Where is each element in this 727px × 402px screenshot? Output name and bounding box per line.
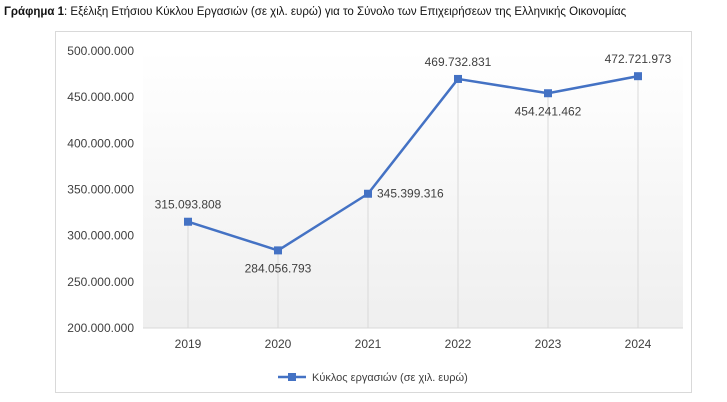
data-point-marker <box>274 246 282 255</box>
data-label: 284.056.793 <box>245 261 312 275</box>
y-axis-ticks: 200.000.000 250.000.000 300.000.000 350.000… <box>67 44 134 335</box>
series-group <box>184 72 642 255</box>
caption-text: : Εξέλιξη Ετήσιου Κύκλου Εργασιών (σε χι… <box>64 6 627 18</box>
data-label: 345.399.316 <box>377 187 444 201</box>
chart-caption: Γράφημα 1: Εξέλιξη Ετήσιου Κύκλου Εργασι… <box>4 6 727 18</box>
data-label: 454.241.462 <box>515 104 582 118</box>
data-labels: 315.093.808 284.056.793 345.399.316 469.732… <box>155 52 672 275</box>
x-tick-label: 2024 <box>625 337 652 351</box>
x-tick-label: 2020 <box>265 337 292 351</box>
y-tick-label: 300.000.000 <box>67 229 134 243</box>
legend-label: Κύκλος εργασιών (σε χιλ. ευρώ) <box>312 372 468 384</box>
data-label: 469.732.831 <box>425 55 492 69</box>
series-line <box>187 74 639 252</box>
data-point-marker <box>634 72 642 81</box>
y-tick-label: 400.000.000 <box>67 136 134 150</box>
y-tick-label: 200.000.000 <box>67 321 134 335</box>
plot-area <box>143 50 683 328</box>
data-point-marker <box>364 189 372 198</box>
x-axis-ticks: 2019 2020 2021 2022 2023 2024 <box>175 337 652 351</box>
data-point-marker <box>454 74 462 83</box>
data-label: 315.093.808 <box>155 198 222 212</box>
y-tick-label: 450.000.000 <box>67 90 134 104</box>
x-tick-label: 2022 <box>445 337 472 351</box>
y-tick-label: 350.000.000 <box>67 183 134 197</box>
data-point-marker <box>544 89 552 98</box>
y-tick-label: 250.000.000 <box>67 275 134 289</box>
data-label: 472.721.973 <box>605 52 672 66</box>
legend: Κύκλος εργασιών (σε χιλ. ευρώ) <box>278 372 468 384</box>
drop-lines <box>187 76 639 328</box>
y-tick-label: 500.000.000 <box>67 44 134 58</box>
x-tick-label: 2019 <box>175 337 202 351</box>
legend-marker-swatch <box>288 373 296 381</box>
x-tick-label: 2023 <box>535 337 562 351</box>
caption-prefix: Γράφημα 1 <box>4 6 65 18</box>
data-point-marker <box>184 217 192 226</box>
x-tick-label: 2021 <box>355 337 382 351</box>
